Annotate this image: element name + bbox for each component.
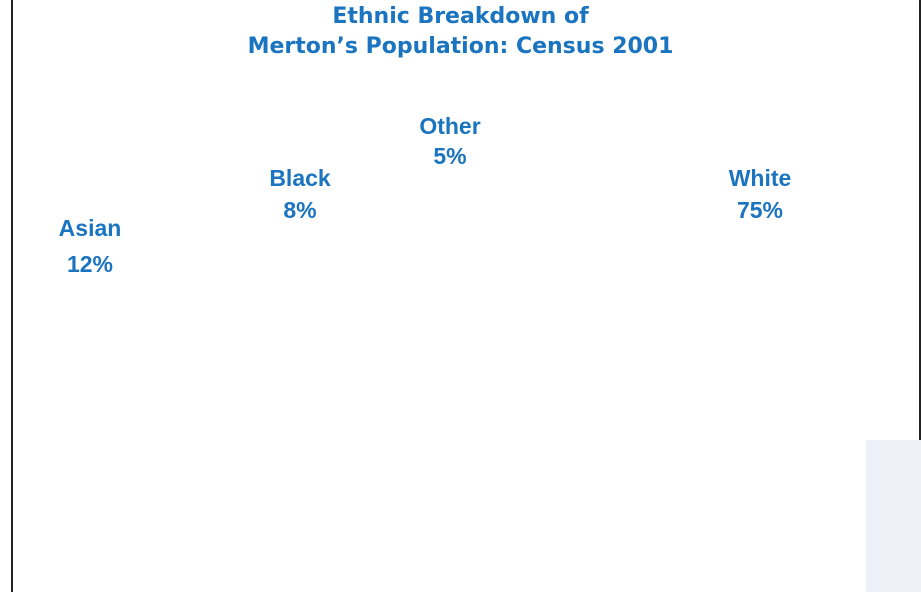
slice-value-label: 12% [67,251,113,277]
pie-slice [310,307,460,410]
slice-value-label: 8% [283,197,316,223]
chart-title: Ethnic Breakdown of Merton’s Population:… [247,4,674,59]
slice-label: Other [419,113,480,139]
pie-slice [413,260,460,410]
slice-label: Asian [59,215,122,241]
pie-slice [350,267,460,410]
slice-value-label: 75% [737,197,783,223]
side-panel [866,440,921,592]
slice-label: Black [269,165,331,191]
slice-label: White [729,165,792,191]
slice-value-label: 5% [433,143,466,169]
